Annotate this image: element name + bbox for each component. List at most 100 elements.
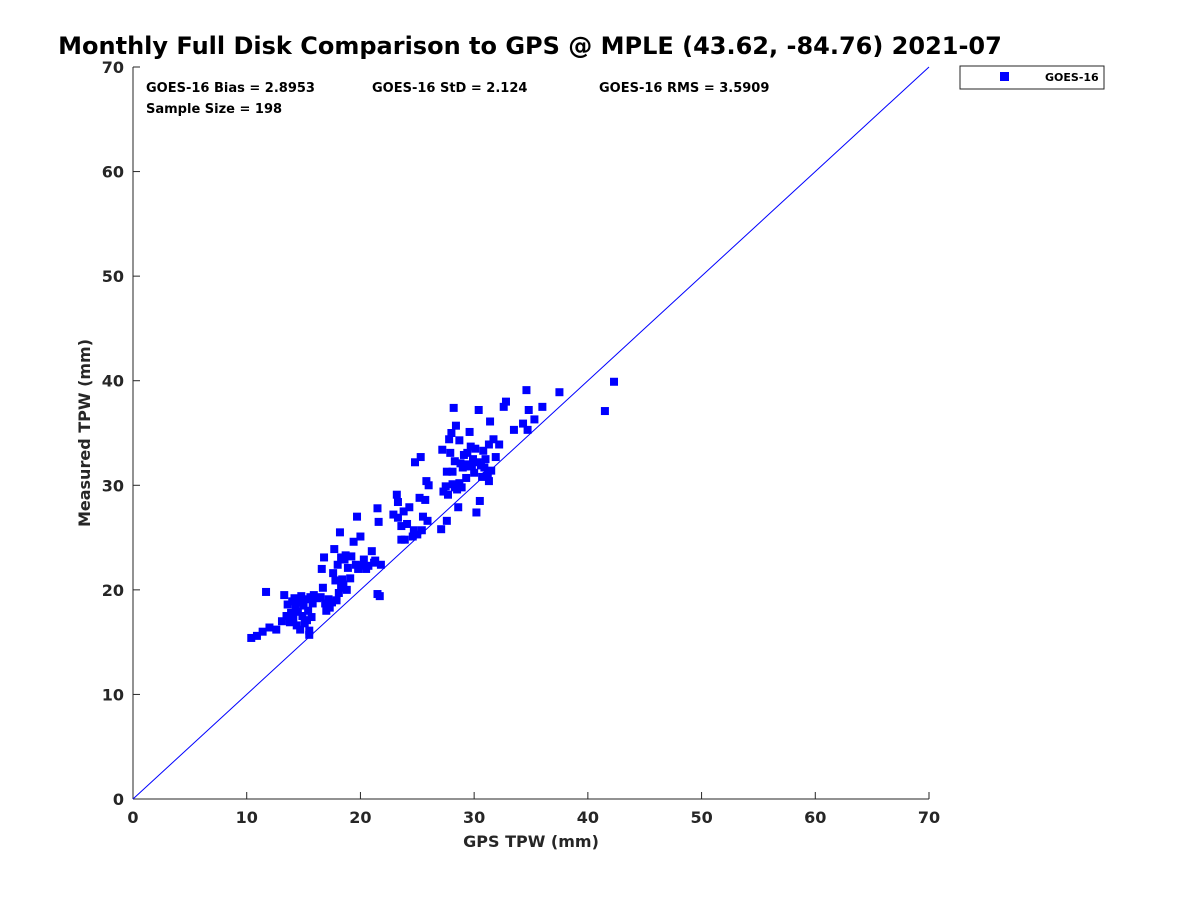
data-point bbox=[450, 457, 459, 466]
data-point bbox=[418, 512, 427, 521]
data-point bbox=[471, 444, 480, 453]
data-point bbox=[321, 599, 330, 608]
data-point bbox=[487, 466, 496, 475]
y-tick-label: 60 bbox=[102, 163, 124, 182]
y-tick-label: 30 bbox=[102, 476, 124, 495]
data-point bbox=[524, 405, 533, 414]
data-point bbox=[359, 555, 368, 564]
data-point bbox=[478, 472, 487, 481]
data-point bbox=[453, 485, 462, 494]
data-point bbox=[474, 405, 483, 414]
data-point bbox=[422, 477, 431, 486]
data-point bbox=[333, 560, 342, 569]
data-point bbox=[462, 473, 471, 482]
x-axis-label: GPS TPW (mm) bbox=[463, 832, 599, 851]
data-point bbox=[454, 503, 463, 512]
data-point bbox=[318, 583, 327, 592]
data-point bbox=[443, 490, 452, 499]
data-point bbox=[457, 483, 466, 492]
data-point bbox=[376, 560, 385, 569]
data-point bbox=[439, 487, 448, 496]
y-tick-label: 10 bbox=[102, 685, 124, 704]
data-point bbox=[283, 600, 292, 609]
data-point bbox=[403, 519, 412, 528]
sample-size-annotation: Sample Size = 198 bbox=[146, 102, 282, 117]
data-point bbox=[417, 526, 426, 535]
data-point bbox=[282, 612, 291, 620]
data-point bbox=[347, 552, 356, 561]
data-point bbox=[469, 455, 478, 464]
data-point bbox=[455, 436, 464, 445]
data-point bbox=[610, 377, 619, 386]
stats-annotations: GOES-16 Bias = 2.8953 GOES-16 StD = 2.12… bbox=[146, 81, 769, 117]
data-point bbox=[302, 616, 311, 625]
data-point bbox=[400, 535, 409, 544]
data-point bbox=[409, 526, 418, 535]
data-point bbox=[479, 446, 488, 455]
legend: GOES-16 bbox=[959, 65, 1105, 90]
data-point bbox=[489, 435, 498, 444]
y-tick-label: 40 bbox=[102, 372, 124, 391]
data-point bbox=[346, 574, 355, 583]
data-point bbox=[519, 419, 528, 428]
data-point bbox=[335, 528, 344, 537]
data-point bbox=[397, 522, 406, 531]
data-point bbox=[330, 545, 339, 554]
x-tick-label: 40 bbox=[577, 808, 599, 827]
data-point bbox=[448, 467, 457, 476]
data-point bbox=[445, 435, 454, 444]
data-point bbox=[307, 613, 316, 622]
data-point bbox=[296, 625, 305, 634]
y-axis-label: Measured TPW (mm) bbox=[75, 339, 94, 527]
data-point bbox=[523, 425, 532, 434]
x-tick-label: 50 bbox=[690, 808, 712, 827]
y-ticks: 0 10 20 30 40 50 60 70 bbox=[102, 58, 140, 809]
data-point bbox=[331, 576, 340, 585]
data-point bbox=[334, 588, 343, 597]
data-point bbox=[405, 503, 414, 512]
bias-annotation: GOES-16 Bias = 2.8953 bbox=[146, 81, 315, 96]
data-point bbox=[600, 407, 609, 416]
data-point bbox=[340, 555, 349, 564]
data-point bbox=[297, 592, 306, 601]
data-point bbox=[495, 440, 504, 449]
data-point bbox=[486, 417, 495, 426]
data-point bbox=[484, 477, 493, 486]
data-point bbox=[258, 627, 267, 636]
data-point bbox=[325, 603, 334, 612]
data-point bbox=[467, 462, 476, 471]
data-point bbox=[389, 510, 398, 519]
data-point bbox=[317, 564, 326, 573]
axes bbox=[132, 67, 929, 800]
data-point bbox=[437, 525, 446, 534]
data-point bbox=[341, 551, 350, 560]
data-point bbox=[374, 517, 383, 526]
data-point bbox=[451, 421, 460, 430]
data-point bbox=[522, 386, 531, 395]
data-point bbox=[441, 482, 450, 491]
data-point bbox=[305, 626, 314, 635]
x-tick-label: 10 bbox=[236, 808, 258, 827]
data-point bbox=[509, 425, 518, 434]
data-point bbox=[481, 455, 490, 464]
data-point bbox=[342, 585, 351, 594]
data-point bbox=[501, 397, 510, 406]
data-point bbox=[290, 594, 299, 603]
data-point bbox=[338, 575, 347, 584]
x-tick-label: 70 bbox=[918, 808, 940, 827]
data-point bbox=[423, 516, 432, 525]
data-point bbox=[438, 445, 447, 454]
data-point bbox=[465, 427, 474, 436]
data-point bbox=[491, 453, 500, 462]
data-point bbox=[304, 606, 313, 615]
data-point bbox=[364, 561, 373, 570]
data-point bbox=[371, 556, 380, 565]
x-ticks: 0 10 20 30 40 50 60 70 bbox=[127, 792, 940, 827]
data-point bbox=[272, 625, 281, 634]
data-point bbox=[356, 532, 365, 541]
chart-title: Monthly Full Disk Comparison to GPS @ MP… bbox=[58, 32, 1002, 60]
data-point bbox=[353, 512, 362, 521]
data-point bbox=[367, 547, 376, 556]
data-point bbox=[265, 623, 274, 632]
data-point bbox=[343, 563, 352, 572]
